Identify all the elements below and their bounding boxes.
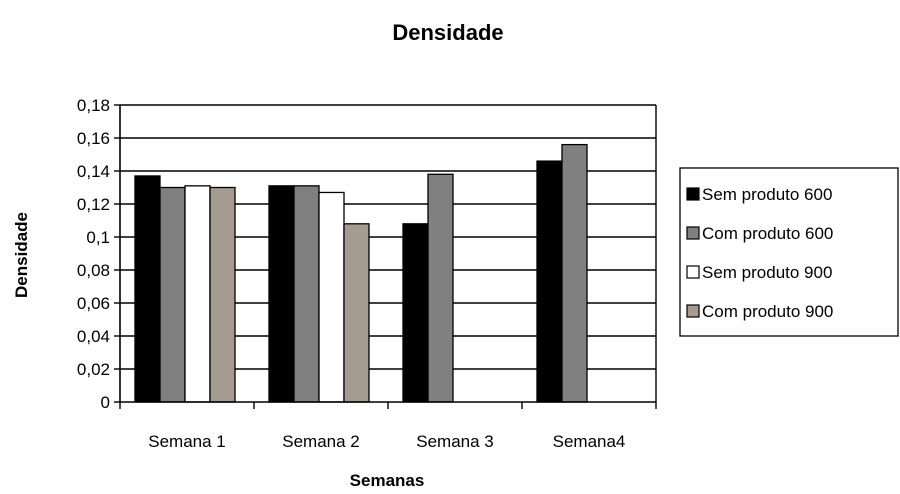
chart-title: Densidade [392, 20, 503, 45]
y-tick-label: 0,06 [77, 294, 110, 313]
y-tick-label: 0 [101, 393, 110, 412]
bar-sem-produto-600 [402, 223, 429, 403]
y-tick-label: 0,1 [86, 228, 110, 247]
x-axis-title: Semanas [350, 471, 425, 490]
y-tick-label: 0,02 [77, 360, 110, 379]
bar-com-produto-600 [293, 185, 320, 403]
y-tick-label: 0,12 [77, 195, 110, 214]
x-tick-label: Semana 1 [148, 432, 226, 451]
legend-swatch-com-produto-900 [686, 304, 700, 318]
bar-com-produto-900 [209, 186, 236, 403]
y-tick-label: 0,04 [77, 327, 110, 346]
legend-label: Com produto 600 [702, 224, 833, 243]
bar-com-produto-900 [343, 223, 370, 403]
legend-swatch-sem-produto-600 [686, 187, 700, 201]
legend-label: Com produto 900 [702, 302, 833, 321]
legend-label: Sem produto 600 [702, 185, 832, 204]
y-axis-title: Densidade [12, 212, 31, 298]
bar-com-produto-600 [427, 173, 454, 403]
y-tick-label: 0,18 [77, 96, 110, 115]
legend-swatch-sem-produto-900 [686, 265, 700, 279]
plot-area: 0 0,02 0,04 0,06 0,08 0,1 0,12 0,14 0,16 0,18 Sema… [77, 96, 657, 451]
x-tick-label: Semana4 [553, 432, 626, 451]
legend-swatch-com-produto-600 [686, 226, 700, 240]
bar-sem-produto-900 [184, 185, 211, 403]
legend: Sem produto 600 Com produto 600 Sem produt… [679, 167, 899, 337]
bar-sem-produto-600 [536, 160, 563, 403]
legend-label: Sem produto 900 [702, 263, 832, 282]
bar-com-produto-600 [159, 186, 186, 403]
y-tick-label: 0,08 [77, 261, 110, 280]
bar-sem-produto-900 [318, 191, 345, 403]
x-tick-label: Semana 2 [282, 432, 360, 451]
y-tick-label: 0,14 [77, 162, 110, 181]
bar-sem-produto-600 [268, 185, 295, 403]
legend-box [679, 167, 899, 337]
bar-sem-produto-600 [134, 175, 161, 403]
y-tick-label: 0,16 [77, 129, 110, 148]
bar-com-produto-600 [561, 143, 588, 403]
x-tick-label: Semana 3 [416, 432, 494, 451]
